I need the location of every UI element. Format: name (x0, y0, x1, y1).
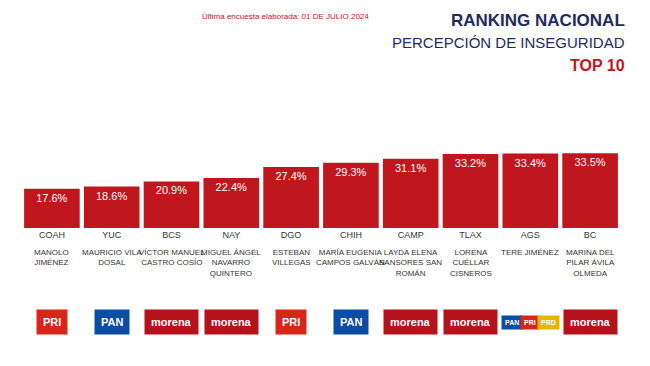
svg-text:33.5%: 33.5% (574, 156, 605, 168)
svg-text:LORENACUÉLLARCISNEROS: LORENACUÉLLARCISNEROS (450, 248, 492, 278)
svg-text:PRI: PRI (524, 319, 536, 326)
svg-text:RANKING NACIONAL: RANKING NACIONAL (451, 11, 625, 30)
svg-text:PRD: PRD (541, 319, 556, 326)
svg-text:morena: morena (450, 316, 491, 328)
svg-text:20.9%: 20.9% (156, 184, 187, 196)
svg-text:morena: morena (570, 316, 611, 328)
svg-text:BC: BC (584, 230, 597, 240)
svg-text:MANOLOJIMÉNEZ: MANOLOJIMÉNEZ (34, 248, 69, 267)
svg-text:Última encuesta elaborada: 01: Última encuesta elaborada: 01 DE JULIO 2… (202, 12, 369, 21)
svg-text:17.6%: 17.6% (36, 192, 67, 204)
svg-text:MARINA DELPILAR ÁVILAOLMEDA: MARINA DELPILAR ÁVILAOLMEDA (566, 248, 615, 278)
svg-text:NAY: NAY (222, 230, 240, 240)
svg-text:YUC: YUC (102, 230, 122, 240)
svg-text:CHIH: CHIH (340, 230, 362, 240)
svg-text:morena: morena (151, 316, 192, 328)
svg-text:morena: morena (390, 316, 431, 328)
svg-text:33.2%: 33.2% (455, 157, 486, 169)
svg-text:PAN: PAN (505, 319, 519, 326)
svg-text:CAMP: CAMP (398, 230, 424, 240)
svg-text:PAN: PAN (340, 316, 362, 328)
svg-text:PRI: PRI (43, 316, 61, 328)
svg-text:LAYDA ELENASANSORES SANROMÁN: LAYDA ELENASANSORES SANROMÁN (379, 248, 442, 278)
svg-text:MARÍA EUGENIACAMPOS GALVÁN: MARÍA EUGENIACAMPOS GALVÁN (316, 248, 385, 267)
svg-text:DGO: DGO (281, 230, 302, 240)
svg-text:MIGUEL ÁNGELNAVARROQUINTERO: MIGUEL ÁNGELNAVARROQUINTERO (201, 248, 261, 278)
svg-text:TOP 10: TOP 10 (570, 57, 625, 74)
svg-text:PERCEPCIÓN DE INSEGURIDAD: PERCEPCIÓN DE INSEGURIDAD (392, 34, 625, 51)
svg-text:TLAX: TLAX (459, 230, 482, 240)
svg-text:18.6%: 18.6% (96, 190, 127, 202)
svg-text:ESTEBANVILLEGAS: ESTEBANVILLEGAS (272, 248, 311, 267)
svg-text:27.4%: 27.4% (275, 170, 306, 182)
svg-text:29.3%: 29.3% (335, 166, 366, 178)
svg-text:MAURICIO VILADOSAL: MAURICIO VILADOSAL (82, 248, 142, 267)
svg-text:morena: morena (211, 316, 252, 328)
svg-text:TERE JIMÉNEZ: TERE JIMÉNEZ (501, 248, 559, 257)
svg-text:22.4%: 22.4% (216, 181, 247, 193)
svg-text:COAH: COAH (39, 230, 65, 240)
svg-text:33.4%: 33.4% (515, 157, 546, 169)
svg-text:PRI: PRI (282, 316, 300, 328)
svg-text:PAN: PAN (101, 316, 123, 328)
svg-text:AGS: AGS (521, 230, 540, 240)
svg-text:VÍCTOR MANUELCASTRO COSÍO: VÍCTOR MANUELCASTRO COSÍO (139, 248, 205, 267)
svg-text:BCS: BCS (162, 230, 181, 240)
svg-text:31.1%: 31.1% (395, 162, 426, 174)
